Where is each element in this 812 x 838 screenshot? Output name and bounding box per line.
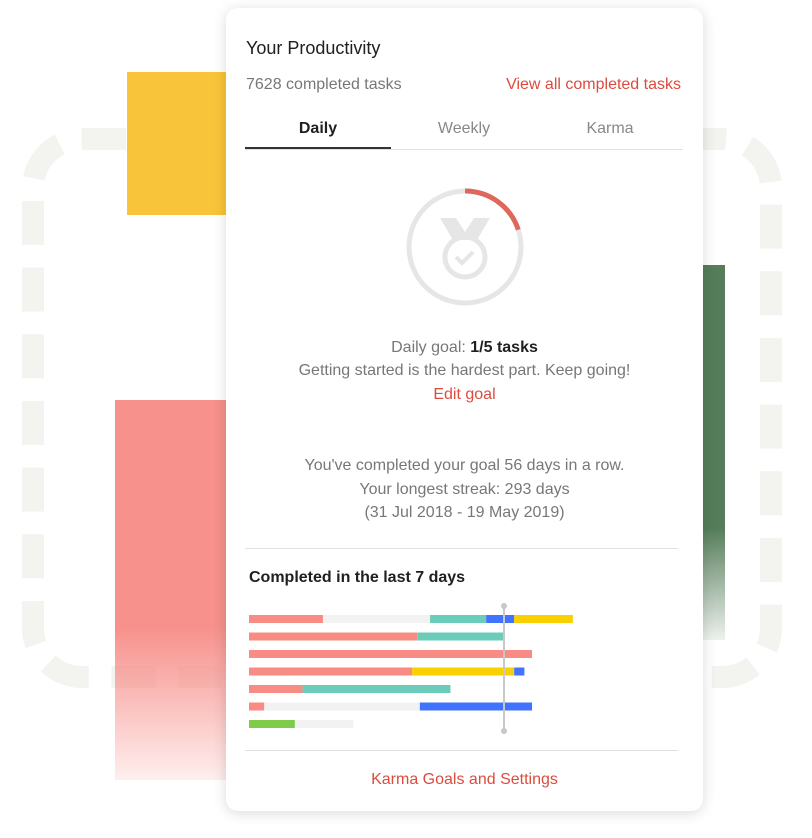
- bar-segment-green: [249, 720, 295, 728]
- divider: [245, 750, 678, 751]
- completed-count: 7628 completed tasks: [246, 76, 402, 93]
- bar-segment-teal: [417, 632, 504, 641]
- bar-segment-yellow: [514, 615, 573, 623]
- background-pink-block: [115, 400, 235, 780]
- tab-daily[interactable]: Daily: [245, 114, 391, 149]
- karma-settings-link[interactable]: Karma Goals and Settings: [371, 771, 558, 788]
- tab-karma[interactable]: Karma: [586, 120, 634, 137]
- divider: [245, 548, 678, 549]
- bar-segment-pink: [249, 632, 418, 641]
- streak-dates: (31 Jul 2018 - 19 May 2019): [364, 504, 565, 521]
- view-all-completed-link[interactable]: View all completed tasks: [506, 76, 681, 93]
- daily-goal-text: Daily goal: 1/5 tasks: [226, 339, 703, 357]
- medal-check-icon: [440, 218, 490, 280]
- daily-goal-value: 1/5 tasks: [470, 339, 538, 356]
- edit-goal-link[interactable]: Edit goal: [433, 386, 496, 403]
- bar-segment-blue: [419, 702, 533, 711]
- bar-segment-yellow: [412, 667, 515, 676]
- bar-segment-pink: [249, 650, 533, 658]
- goal-line-end: [501, 728, 507, 734]
- tab-bar: Daily Weekly Karma: [245, 114, 683, 150]
- bar-segment-pink: [249, 667, 413, 676]
- daily-goal-label: Daily goal:: [391, 339, 471, 356]
- bar-segment-gray: [294, 720, 354, 728]
- bar-segment-teal: [302, 685, 451, 693]
- goal-message: Getting started is the hardest part. Kee…: [298, 362, 631, 379]
- chart-title: Completed in the last 7 days: [249, 569, 466, 586]
- goal-line-end: [501, 603, 507, 609]
- tab-weekly[interactable]: Weekly: [437, 120, 491, 137]
- bar-segment-blue: [514, 667, 525, 676]
- streak-longest: Your longest streak: 293 days: [359, 481, 570, 498]
- bar-segment-pink: [249, 685, 303, 693]
- goal-progress-arc: [406, 188, 524, 306]
- bar-segment-pink: [249, 615, 323, 623]
- bar-segment-gray: [264, 702, 420, 711]
- goal-progress-ring: [406, 188, 524, 306]
- productivity-card: Your Productivity 7628 completed tasks V…: [226, 8, 703, 811]
- bar-segment-pink: [249, 702, 265, 711]
- bar-segment-gray: [322, 615, 431, 623]
- background-yellow-block: [127, 72, 237, 215]
- card-title: Your Productivity: [246, 38, 381, 58]
- last-7-days-chart: [249, 603, 573, 734]
- bar-segment-blue: [486, 615, 515, 623]
- streak-current: You've completed your goal 56 days in a …: [304, 457, 625, 474]
- bar-segment-teal: [430, 615, 487, 623]
